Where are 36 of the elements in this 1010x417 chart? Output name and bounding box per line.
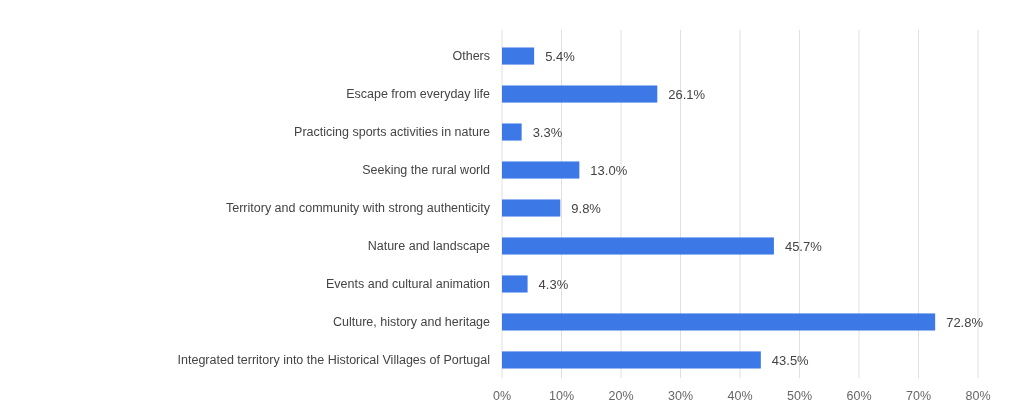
x-tick-label: 80% xyxy=(965,389,991,403)
data-label: 3.3% xyxy=(532,124,563,140)
x-tick-label: 50% xyxy=(786,389,813,403)
x-tick-label: 60% xyxy=(846,389,872,403)
y-tick-label: Seeking the rural world xyxy=(362,163,491,178)
bar xyxy=(502,199,561,217)
y-tick-label: Events and cultural animation xyxy=(326,277,491,292)
y-tick-label: Practicing sports activities in nature xyxy=(294,125,491,140)
y-tick-label: Territory and community with strong authenticity xyxy=(226,201,491,216)
y-tick-label: Escape from everyday life xyxy=(346,87,491,102)
x-tick-label: 20% xyxy=(608,389,634,403)
y-tick-label: Others xyxy=(452,49,490,64)
bar xyxy=(502,47,535,65)
bar xyxy=(502,237,774,255)
x-tick-label: 70% xyxy=(905,389,932,403)
x-tick-label: 10% xyxy=(548,389,575,403)
data-label: 26.1% xyxy=(668,86,706,102)
data-label: 45.7% xyxy=(784,238,823,254)
bar xyxy=(502,85,658,103)
data-label: 5.4% xyxy=(545,48,576,64)
bar xyxy=(502,123,522,141)
y-tick-label: Culture, history and heritage xyxy=(332,315,491,330)
data-label: 9.8% xyxy=(571,200,602,216)
x-tick-label: 0% xyxy=(492,389,512,403)
bar xyxy=(502,161,580,179)
data-label: 43.5% xyxy=(771,352,810,368)
y-tick-label: Integrated territory into the Historical Villages of Portugal xyxy=(177,353,490,368)
bar xyxy=(502,351,761,369)
y-tick-label: Nature and landscape xyxy=(367,239,491,254)
data-label: 4.3% xyxy=(538,276,569,292)
data-label: 72.8% xyxy=(946,314,984,330)
bar xyxy=(502,313,936,331)
x-tick-label: 40% xyxy=(727,389,753,403)
bar xyxy=(502,275,528,293)
data-label: 13.0% xyxy=(590,162,628,178)
x-tick-label: 30% xyxy=(667,389,694,403)
